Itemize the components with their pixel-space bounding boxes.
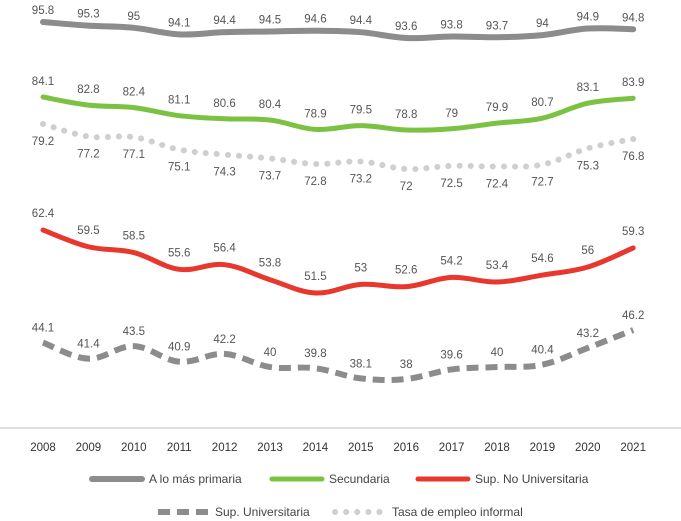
- data-label-sup-universitaria-2011: 40.9: [168, 342, 190, 354]
- data-label-tasa-de-empleo-informal-2015: 73.2: [350, 174, 372, 186]
- series-line-sup-universitaria: [41, 327, 635, 384]
- data-label-sup-no-universitaria-2013: 53.8: [259, 258, 281, 270]
- data-label-a-lo-m-s-primaria-2018: 93.7: [486, 20, 508, 32]
- data-label-a-lo-m-s-primaria-2016: 93.6: [395, 21, 417, 33]
- data-label-tasa-de-empleo-informal-2019: 72.7: [531, 177, 553, 189]
- x-tick-label-2020: 2020: [575, 442, 601, 454]
- x-tick-label-2009: 2009: [76, 442, 102, 454]
- data-label-secundaria-2009: 82.8: [77, 84, 99, 96]
- data-label-secundaria-2011: 81.1: [168, 95, 190, 107]
- data-label-sup-universitaria-2008: 44.1: [32, 323, 54, 335]
- legend-label-tasa-de-empleo-informal: Tasa de empleo informal: [392, 505, 523, 519]
- data-label-secundaria-2017: 79: [445, 108, 458, 120]
- x-tick-label-2008: 2008: [30, 442, 56, 454]
- data-label-a-lo-m-s-primaria-2017: 93.8: [440, 20, 462, 32]
- data-label-tasa-de-empleo-informal-2018: 72.4: [486, 179, 509, 191]
- data-label-secundaria-2016: 78.8: [395, 109, 417, 121]
- data-label-secundaria-2021: 83.9: [622, 77, 644, 89]
- data-label-sup-universitaria-2020: 43.2: [577, 328, 599, 340]
- data-label-a-lo-m-s-primaria-2011: 94.1: [168, 17, 190, 29]
- data-label-sup-universitaria-2018: 40: [491, 347, 504, 359]
- legend-label-secundaria: Secundaria: [329, 472, 390, 486]
- data-label-sup-no-universitaria-2017: 54.2: [440, 255, 462, 267]
- data-label-sup-universitaria-2021: 46.2: [622, 310, 644, 322]
- data-label-sup-universitaria-2015: 38.1: [350, 358, 372, 370]
- data-label-sup-universitaria-2017: 39.6: [440, 349, 462, 361]
- data-label-a-lo-m-s-primaria-2015: 94.4: [350, 15, 373, 27]
- data-label-sup-no-universitaria-2019: 54.6: [531, 253, 553, 265]
- series-line-sup-no-universitaria: [40, 227, 636, 296]
- data-label-a-lo-m-s-primaria-2012: 94.4: [213, 15, 236, 27]
- data-label-sup-universitaria-2013: 40: [264, 347, 277, 359]
- data-label-sup-no-universitaria-2012: 56.4: [213, 243, 236, 255]
- x-tick-label-2013: 2013: [257, 442, 283, 454]
- x-tick-label-2010: 2010: [121, 442, 147, 454]
- data-label-tasa-de-empleo-informal-2010: 77.1: [123, 149, 145, 161]
- data-label-sup-universitaria-2014: 39.8: [304, 348, 326, 360]
- data-label-secundaria-2013: 80.4: [259, 99, 282, 111]
- data-label-sup-no-universitaria-2015: 53: [354, 262, 367, 274]
- data-label-tasa-de-empleo-informal-2011: 75.1: [168, 162, 190, 174]
- data-label-sup-no-universitaria-2018: 53.4: [486, 260, 509, 272]
- data-label-sup-no-universitaria-2016: 52.6: [395, 265, 417, 277]
- data-labels: 95.8 95.3 95 94.1 94.4 94.5 94.6 94.4 93.6 93.8 93…: [32, 5, 645, 371]
- data-label-secundaria-2010: 82.4: [123, 87, 146, 99]
- data-label-tasa-de-empleo-informal-2013: 73.7: [259, 170, 281, 182]
- x-tick-label-2015: 2015: [348, 442, 374, 454]
- legend-label-a-lo-m-s-primaria: A lo más primaria: [149, 472, 242, 486]
- data-label-a-lo-m-s-primaria-2013: 94.5: [259, 15, 281, 27]
- x-tick-label-2018: 2018: [484, 442, 510, 454]
- data-label-tasa-de-empleo-informal-2017: 72.5: [440, 178, 462, 190]
- data-label-sup-no-universitaria-2009: 59.5: [77, 225, 99, 237]
- x-axis-ticks: 2008 2009 2010 2011 2012 2013 2014 2015 2016 2017…: [30, 442, 646, 454]
- x-tick-label-2011: 2011: [167, 442, 192, 454]
- data-label-tasa-de-empleo-informal-2008: 79.2: [32, 136, 54, 148]
- data-label-sup-universitaria-2009: 41.4: [77, 339, 100, 351]
- data-label-secundaria-2019: 80.7: [531, 97, 553, 109]
- x-tick-label-2016: 2016: [393, 442, 419, 454]
- data-label-tasa-de-empleo-informal-2020: 75.3: [577, 160, 599, 172]
- series-line-secundaria: [40, 94, 636, 133]
- data-label-tasa-de-empleo-informal-2009: 77.2: [77, 149, 99, 161]
- data-label-sup-universitaria-2012: 42.2: [213, 334, 235, 346]
- data-label-sup-no-universitaria-2008: 62.4: [32, 208, 55, 220]
- data-label-a-lo-m-s-primaria-2020: 94.9: [577, 12, 599, 24]
- data-label-a-lo-m-s-primaria-2014: 94.6: [304, 14, 326, 26]
- data-label-tasa-de-empleo-informal-2012: 74.3: [213, 167, 235, 179]
- data-label-a-lo-m-s-primaria-2008: 95.8: [32, 5, 54, 17]
- data-label-tasa-de-empleo-informal-2021: 76.8: [622, 151, 644, 163]
- data-label-a-lo-m-s-primaria-2010: 95: [127, 11, 140, 23]
- data-label-secundaria-2008: 84.1: [32, 76, 54, 88]
- data-label-sup-universitaria-2016: 38: [400, 359, 413, 371]
- series-line-a-lo-m-s-primaria: [40, 19, 637, 42]
- data-label-sup-no-universitaria-2014: 51.5: [304, 271, 326, 283]
- legend-label-sup-universitaria: Sup. Universitaria: [215, 505, 310, 519]
- x-tick-label-2017: 2017: [439, 442, 465, 454]
- data-label-secundaria-2020: 83.1: [577, 82, 599, 94]
- data-label-tasa-de-empleo-informal-2014: 72.8: [304, 176, 326, 188]
- series-lines: [40, 19, 637, 384]
- data-label-secundaria-2015: 79.5: [350, 105, 372, 117]
- legend: A lo más primaria Secundaria Sup. No Unive…: [89, 472, 589, 519]
- x-tick-label-2019: 2019: [530, 442, 556, 454]
- data-label-sup-no-universitaria-2021: 59.3: [622, 226, 644, 238]
- series-line-tasa-de-empleo-informal: [40, 121, 637, 173]
- data-label-secundaria-2012: 80.6: [213, 98, 235, 110]
- data-label-sup-no-universitaria-2010: 58.5: [123, 231, 145, 243]
- legend-label-sup-no-universitaria: Sup. No Universitaria: [475, 472, 589, 486]
- data-label-secundaria-2018: 79.9: [486, 102, 508, 114]
- data-label-a-lo-m-s-primaria-2009: 95.3: [77, 9, 99, 21]
- x-tick-label-2014: 2014: [303, 442, 329, 454]
- data-label-a-lo-m-s-primaria-2021: 94.8: [622, 12, 644, 24]
- data-label-sup-no-universitaria-2011: 55.6: [168, 247, 190, 259]
- x-tick-label-2021: 2021: [620, 442, 646, 454]
- data-label-sup-no-universitaria-2020: 56: [581, 245, 594, 257]
- data-label-tasa-de-empleo-informal-2016: 72: [400, 181, 413, 193]
- data-label-secundaria-2014: 78.9: [304, 108, 326, 120]
- x-tick-label-2012: 2012: [212, 442, 238, 454]
- data-label-sup-universitaria-2010: 43.5: [123, 326, 145, 338]
- data-label-sup-universitaria-2019: 40.4: [531, 345, 554, 357]
- data-label-a-lo-m-s-primaria-2019: 94: [536, 18, 549, 30]
